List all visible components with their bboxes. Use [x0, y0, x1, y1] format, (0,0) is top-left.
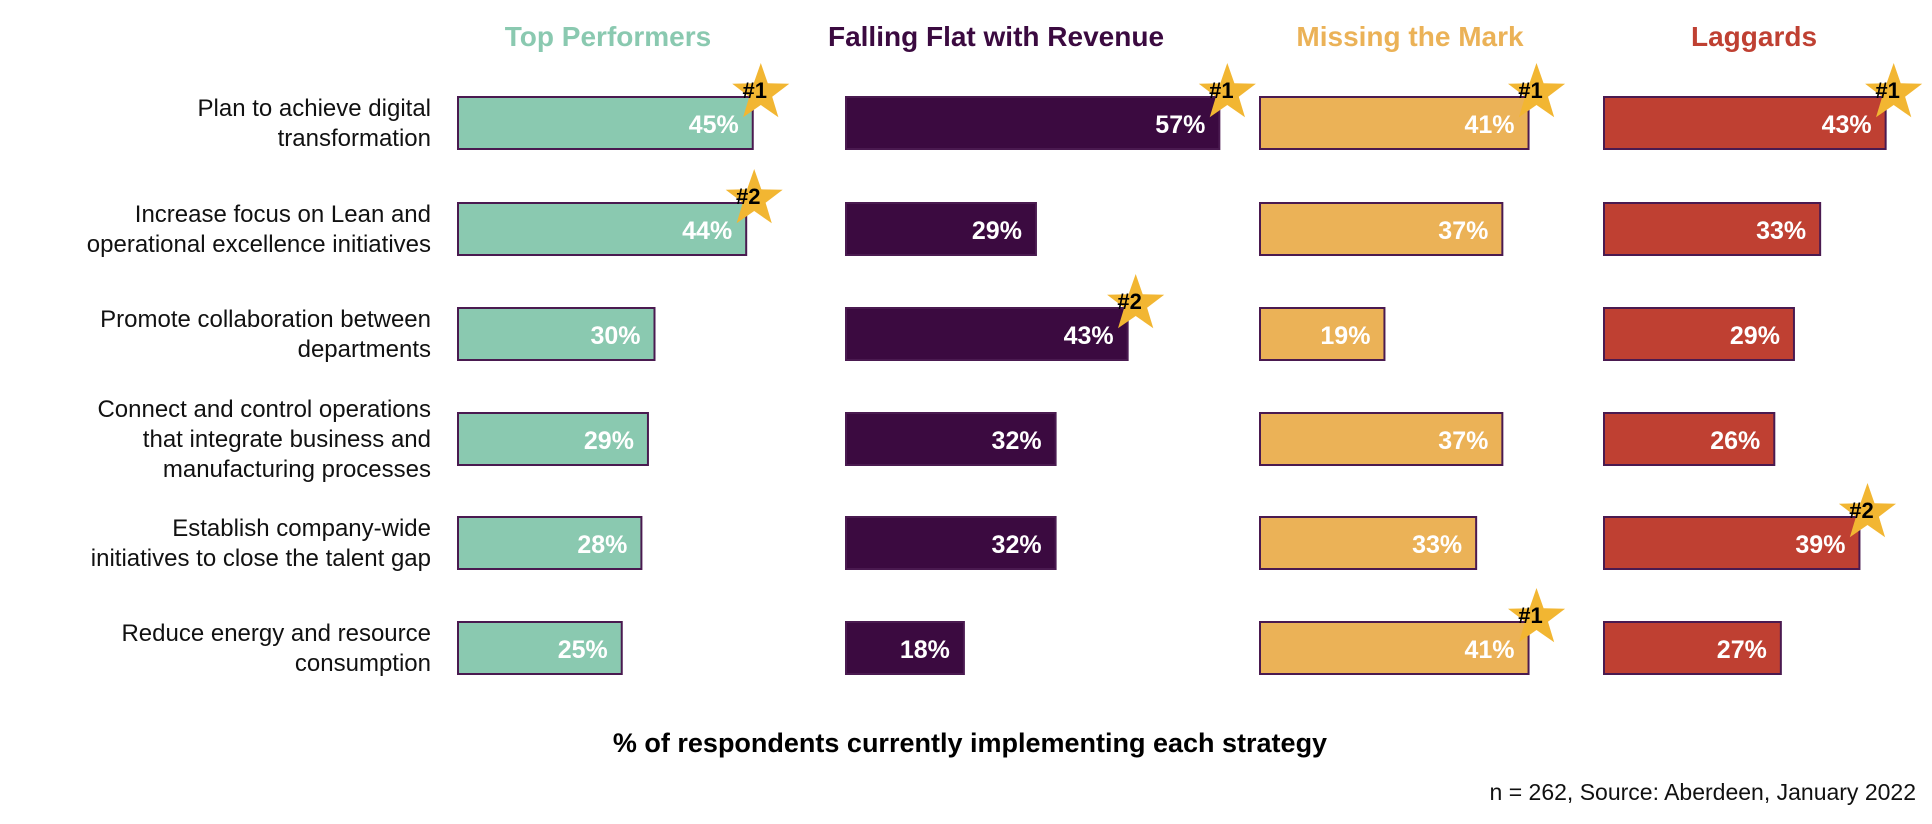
data-label: 32% [992, 427, 1042, 455]
rank-label: #2 [736, 184, 760, 209]
data-label: 32% [992, 531, 1042, 559]
star-icon [725, 169, 783, 224]
star-icon [1107, 274, 1165, 329]
star-icon [732, 63, 790, 118]
bar [457, 621, 623, 675]
bar [1603, 412, 1776, 466]
data-label: 29% [1730, 322, 1780, 350]
bar [1259, 96, 1530, 150]
bar [1259, 516, 1478, 570]
category-label: Increase focus on Lean and operational ex… [87, 201, 431, 258]
bar [1259, 621, 1530, 675]
data-label: 26% [1710, 427, 1760, 455]
data-label: 44% [682, 217, 732, 245]
data-label: 30% [590, 322, 640, 350]
data-label: 27% [1717, 636, 1767, 664]
bar [845, 621, 965, 675]
bar [457, 516, 643, 570]
bar [1259, 202, 1504, 256]
x-axis-label: % of respondents currently implementing … [613, 728, 1327, 758]
data-label: 18% [900, 636, 950, 664]
data-label: 41% [1465, 111, 1515, 139]
rank-label: #1 [743, 78, 767, 103]
rank-label: #1 [1518, 78, 1542, 103]
data-label: 37% [1438, 427, 1488, 455]
data-label: 33% [1756, 217, 1806, 245]
star-icon [1838, 483, 1896, 538]
legend-falling-flat-with-revenue: Falling Flat with Revenue [828, 21, 1164, 52]
bar [1259, 412, 1504, 466]
rank-label: #2 [1117, 289, 1141, 314]
bar [845, 202, 1037, 256]
bar [457, 202, 748, 256]
data-label: 19% [1320, 322, 1370, 350]
category-label: Reduce energy and resource consumption [121, 620, 431, 677]
data-label: 33% [1412, 531, 1462, 559]
data-label: 43% [1822, 111, 1872, 139]
data-label: 29% [584, 427, 634, 455]
legend-missing-the-mark: Missing the Mark [1296, 21, 1524, 52]
data-label: 43% [1064, 322, 1114, 350]
bar [457, 412, 649, 466]
category-label: Plan to achieve digital transformation [198, 95, 431, 152]
star-icon [1508, 588, 1566, 643]
data-label: 37% [1438, 217, 1488, 245]
category-label: Establish company-wide initiatives to clo… [91, 515, 431, 572]
bar [1603, 307, 1795, 361]
bar [1603, 516, 1861, 570]
rank-label: #1 [1518, 603, 1542, 628]
bar [845, 96, 1221, 150]
bar [1603, 621, 1782, 675]
bar [1603, 96, 1887, 150]
data-label: 28% [577, 531, 627, 559]
category-label: Connect and control operations that integ… [97, 396, 431, 483]
bar [845, 307, 1129, 361]
bar [845, 412, 1057, 466]
data-label: 39% [1795, 531, 1845, 559]
rank-label: #1 [1209, 78, 1233, 103]
rank-label: #2 [1849, 498, 1873, 523]
star-icon [1865, 63, 1923, 118]
star-icon [1508, 63, 1566, 118]
legend-top-performers: Top Performers [505, 21, 711, 52]
legend-laggards: Laggards [1691, 21, 1817, 52]
source-note: n = 262, Source: Aberdeen, January 2022 [1490, 779, 1916, 805]
category-label: Promote collaboration between departments [100, 306, 431, 363]
data-label: 45% [689, 111, 739, 139]
bar [1259, 307, 1386, 361]
bar [457, 96, 754, 150]
data-label: 25% [558, 636, 608, 664]
star-icon [1198, 63, 1256, 118]
bar [845, 516, 1057, 570]
rank-label: #1 [1875, 78, 1899, 103]
data-label: 29% [972, 217, 1022, 245]
bar [457, 307, 656, 361]
data-label: 57% [1155, 111, 1205, 139]
data-label: 41% [1465, 636, 1515, 664]
bar [1603, 202, 1822, 256]
